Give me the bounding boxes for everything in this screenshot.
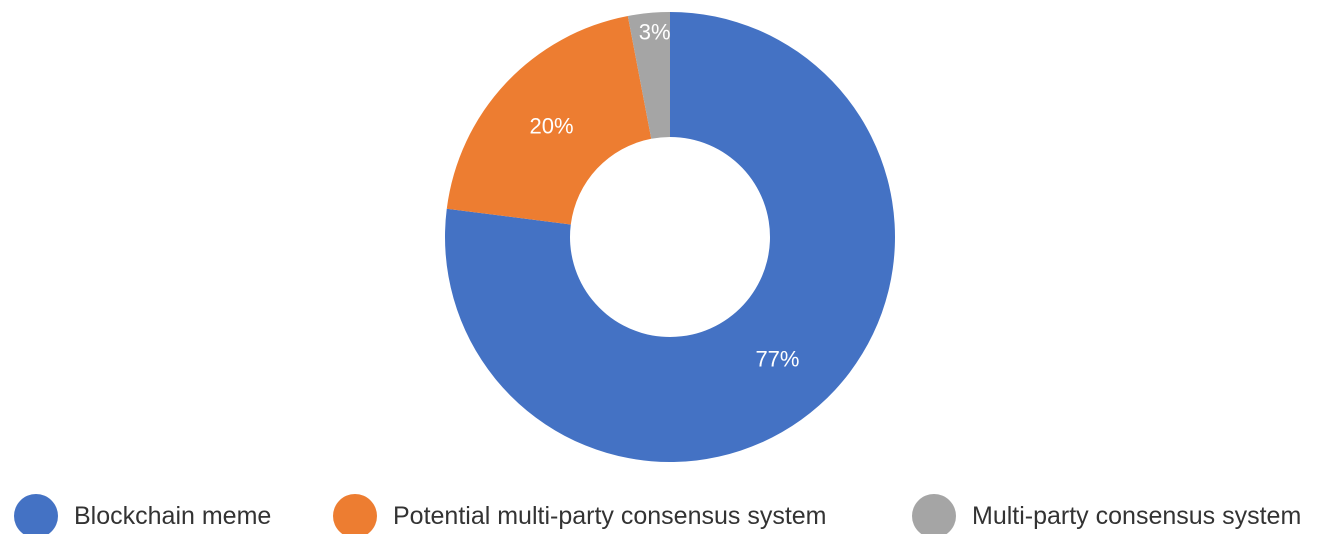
legend-marker-potential-multi-party-consensus-system [333, 494, 377, 534]
donut-slices [445, 12, 895, 462]
slice-blockchain-meme [445, 12, 895, 462]
legend-label-blockchain-meme: Blockchain meme [74, 502, 271, 530]
legend-label-potential-multi-party-consensus-system: Potential multi-party consensus system [393, 502, 827, 530]
slice-multi-party-consensus-system [627, 12, 670, 139]
legend-marker-multi-party-consensus-system [912, 494, 956, 534]
legend-label-multi-party-consensus-system: Multi-party consensus system [972, 502, 1301, 530]
slice-label-multi-party-consensus-system: 3% [639, 20, 671, 45]
legend: Blockchain meme Potential multi-party con… [14, 494, 1301, 534]
slice-labels: 77% 20% 3% [530, 20, 800, 372]
legend-marker-blockchain-meme [14, 494, 58, 534]
slice-label-blockchain-meme: 77% [755, 346, 799, 371]
slice-label-potential-multi-party-consensus-system: 20% [530, 113, 574, 138]
slice-potential-multi-party-consensus-system [446, 15, 652, 225]
